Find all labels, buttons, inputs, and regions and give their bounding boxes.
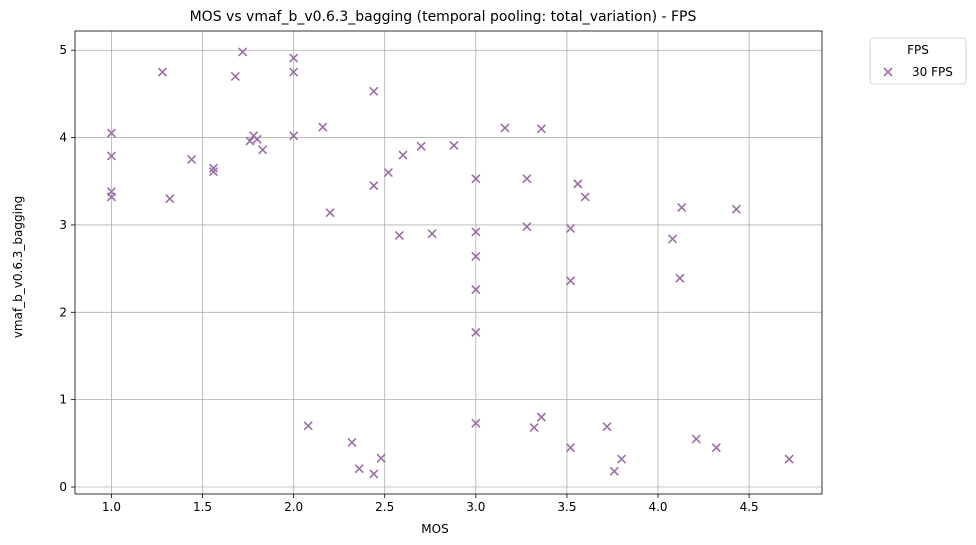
x-tick-label: 2.0: [284, 500, 303, 514]
y-tick-label: 5: [59, 43, 67, 57]
data-point: [187, 154, 197, 164]
data-point: [500, 123, 510, 133]
data-point: [449, 140, 459, 151]
data-point: [165, 194, 175, 204]
data-point: [208, 163, 219, 173]
data-point: [369, 469, 379, 479]
data-points: [106, 47, 794, 479]
data-point: [609, 466, 619, 476]
y-tick-label: 1: [59, 393, 67, 407]
data-point: [675, 273, 685, 283]
data-point: [106, 151, 117, 161]
data-point: [522, 222, 532, 232]
data-point: [580, 192, 590, 202]
x-tick-label: 3.0: [466, 500, 485, 514]
data-point: [471, 227, 481, 237]
plot-area-frame: [74, 30, 823, 495]
data-point: [394, 230, 404, 240]
data-point: [784, 454, 794, 464]
grid-lines: [75, 31, 822, 494]
data-point: [566, 276, 576, 286]
data-point: [566, 223, 576, 233]
legend-entry-30-fps: 30 FPS: [912, 65, 953, 79]
legend-marker-x-icon: [883, 67, 893, 77]
data-point: [398, 150, 408, 160]
y-tick-label: 2: [59, 305, 67, 319]
data-point: [230, 71, 240, 81]
data-point: [536, 124, 546, 134]
data-point: [471, 418, 481, 428]
data-point: [106, 192, 117, 202]
data-point: [289, 131, 299, 141]
data-point: [289, 53, 299, 63]
x-axis-ticks: 1.0 1.5 2.0 2.5 3.0 3.5 4.0 4.5: [102, 494, 759, 514]
data-point: [691, 434, 701, 444]
data-point: [303, 421, 313, 431]
data-point: [157, 67, 168, 77]
data-point: [347, 437, 357, 448]
x-tick-label: 3.5: [557, 500, 576, 514]
legend: FPS 30 FPS: [869, 37, 967, 85]
data-point: [471, 285, 481, 295]
x-tick-label: 2.5: [375, 500, 394, 514]
data-point: [252, 134, 262, 144]
data-point: [668, 234, 678, 244]
legend-title: FPS: [907, 43, 929, 57]
data-point: [529, 423, 539, 433]
data-point: [617, 454, 627, 464]
data-point: [354, 464, 364, 474]
legend-box: [869, 37, 967, 85]
x-axis-label: MOS: [421, 522, 448, 536]
data-point: [238, 47, 248, 57]
x-tick-label: 1.5: [193, 500, 212, 514]
data-point: [245, 136, 255, 146]
data-point: [602, 422, 612, 432]
x-tick-label: 4.5: [740, 500, 759, 514]
data-point: [106, 128, 117, 138]
y-tick-label: 0: [59, 480, 67, 494]
data-point: [416, 141, 426, 151]
data-point: [427, 229, 437, 239]
y-tick-label: 3: [59, 218, 67, 232]
data-point: [731, 204, 741, 214]
data-point: [522, 174, 532, 184]
y-axis-ticks: 0 1 2 3 4 5: [59, 43, 75, 494]
y-tick-label: 4: [59, 131, 67, 145]
data-point: [677, 202, 687, 213]
data-point: [471, 251, 481, 261]
y-axis-label: vmaf_b_v0.6.3_bagging: [11, 196, 25, 338]
data-point: [536, 412, 546, 422]
data-point: [471, 327, 481, 337]
data-point: [573, 179, 583, 189]
x-tick-label: 4.0: [648, 500, 667, 514]
data-point: [369, 181, 379, 191]
data-point: [471, 174, 481, 184]
chart-title: MOS vs vmaf_b_v0.6.3_bagging (temporal p…: [190, 9, 697, 25]
data-point: [711, 443, 721, 453]
data-point: [383, 167, 393, 178]
data-point: [258, 145, 268, 155]
data-point: [376, 453, 386, 463]
data-point: [289, 67, 299, 77]
data-point: [369, 86, 379, 96]
data-point: [566, 443, 576, 453]
data-point: [325, 208, 335, 218]
data-point: [208, 167, 219, 177]
data-point: [318, 122, 328, 132]
x-tick-label: 1.0: [102, 500, 121, 514]
